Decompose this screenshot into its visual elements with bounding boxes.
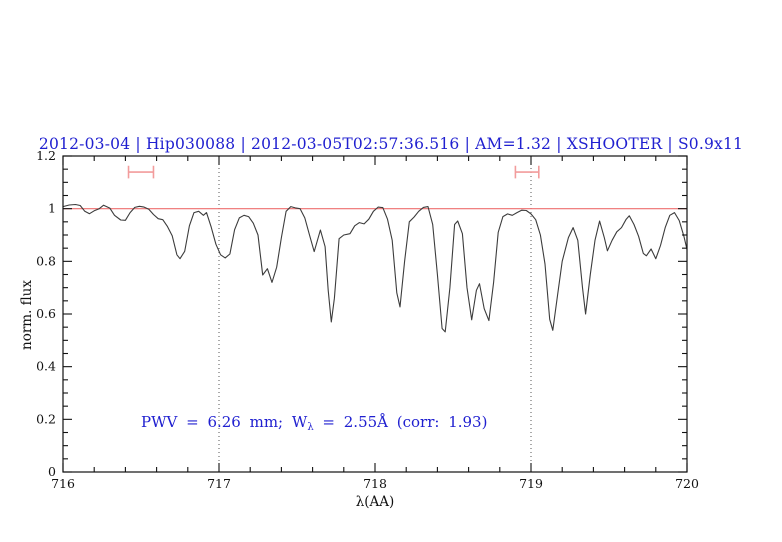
y-tick-label: 1.2	[36, 148, 56, 163]
y-tick-label: 0.8	[36, 253, 56, 268]
x-tick-labels: 716 717 718 719 720	[51, 476, 699, 491]
y-tick-label: 0.2	[36, 411, 56, 426]
x-axis-label: λ(AA)	[355, 494, 395, 510]
pwv-annotation-suffix: = 2.55Å (corr: 1.93)	[313, 413, 488, 431]
plot-title: 2012-03-04 | Hip030088 | 2012-03-05T02:5…	[38, 135, 744, 153]
spectrum-line	[62, 203, 688, 333]
y-tick-label: 1	[48, 201, 56, 216]
y-tick-labels: 0 0.2 0.4 0.6 0.8 1 1.2	[36, 148, 56, 479]
pwv-annotation-subscript: λ	[307, 422, 314, 433]
x-tick-label: 716	[51, 476, 75, 491]
pwv-annotation: PWV = 6.26 mm; Wλ = 2.55Å (corr: 1.93)	[141, 413, 487, 433]
x-tick-label: 719	[519, 476, 543, 491]
y-axis-label: norm. flux	[19, 280, 35, 350]
x-tick-label: 717	[207, 476, 231, 491]
y-tick-label: 0	[48, 464, 56, 479]
axis-ticks	[62, 155, 688, 473]
interval-markers	[127, 165, 540, 179]
x-tick-label: 718	[363, 476, 387, 491]
y-tick-label: 0.6	[36, 306, 56, 321]
x-tick-label: 720	[675, 476, 699, 491]
y-tick-label: 0.4	[36, 359, 56, 374]
pwv-annotation-prefix: PWV = 6.26 mm; W	[141, 413, 308, 431]
